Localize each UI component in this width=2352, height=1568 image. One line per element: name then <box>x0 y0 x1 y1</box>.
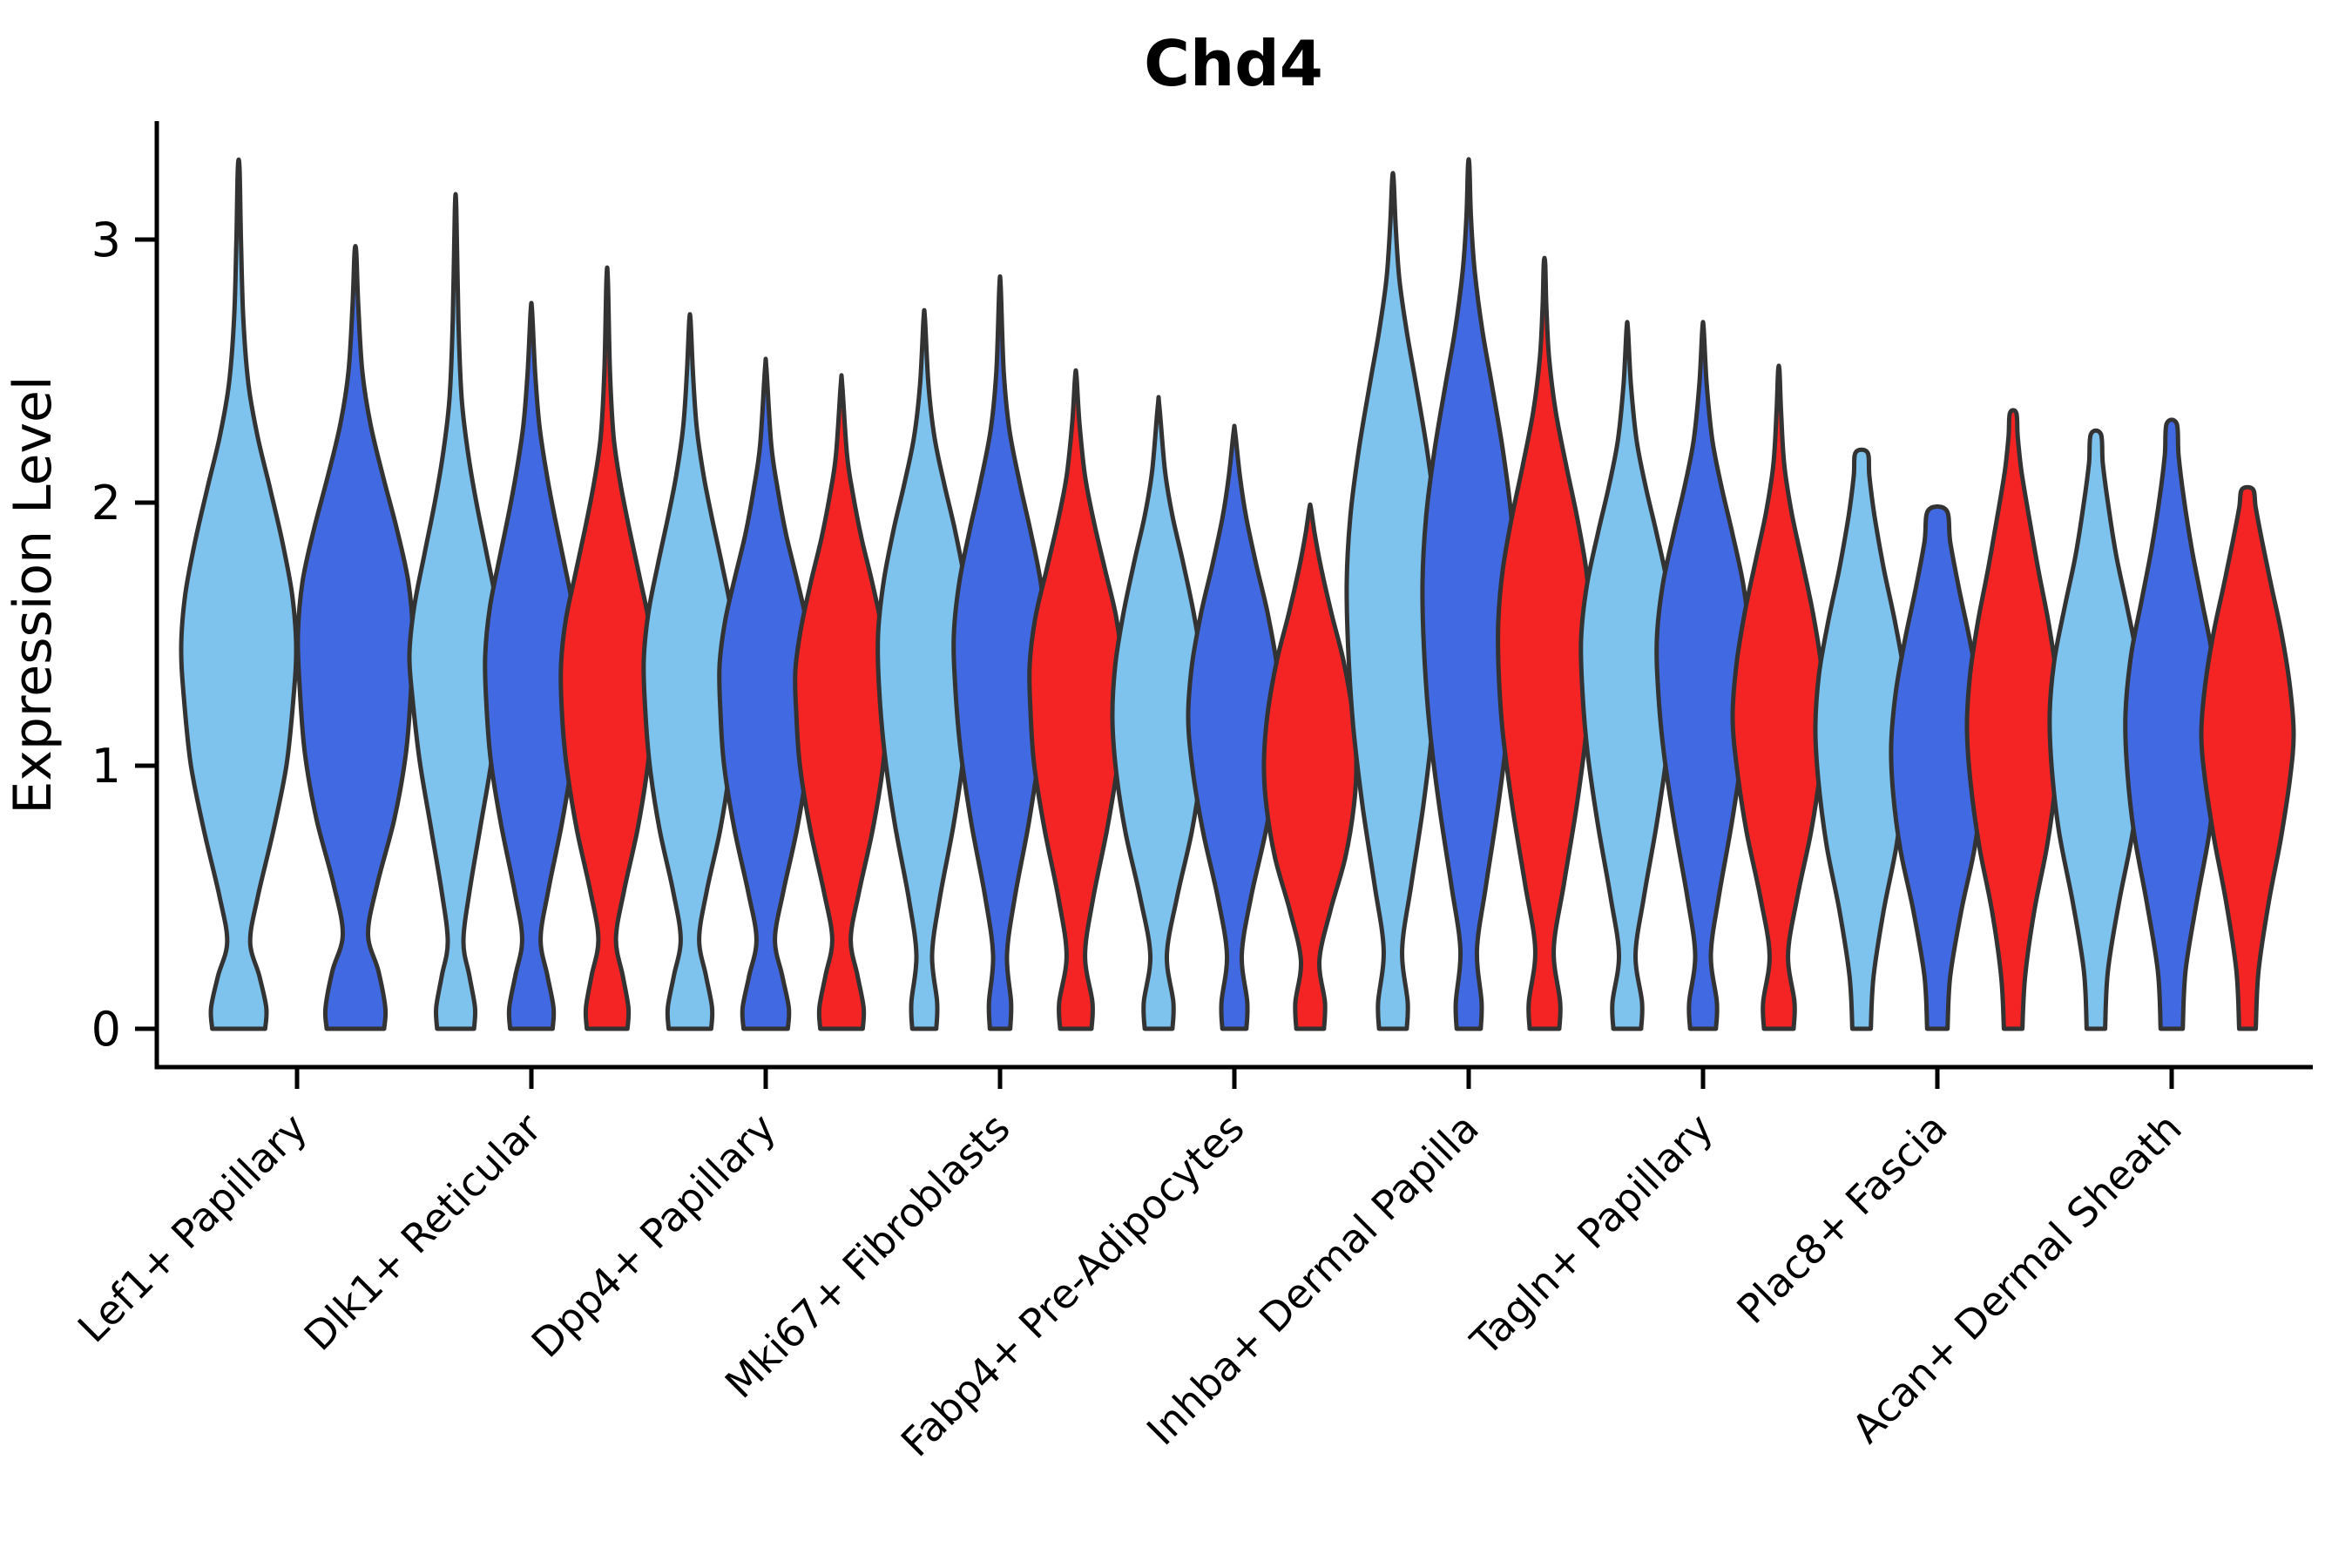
x-tick-label: Tagln+ Papillary <box>1461 1105 1722 1366</box>
violin-tagln-papillary-skyblue <box>1578 320 1676 1031</box>
violin-fabp4-pre-adipocytes-red <box>1261 502 1359 1031</box>
violin-mki67-fibroblasts-royalblue <box>951 274 1049 1031</box>
violin-dpp4-papillary-skyblue <box>641 312 739 1031</box>
violin-plac8-fascia-red <box>1964 408 2062 1031</box>
y-tick-label: 0 <box>91 1002 121 1057</box>
violin-tagln-papillary-royalblue <box>1654 320 1752 1031</box>
violin-dlk1-reticular-royalblue <box>483 301 580 1031</box>
y-tick-label: 1 <box>91 739 121 794</box>
x-tick-label: Dlk1+ Reticular <box>295 1105 551 1360</box>
violin-fabp4-pre-adipocytes-royalblue <box>1186 423 1283 1031</box>
violin-tagln-papillary-red <box>1730 363 1828 1031</box>
x-tick-label: Plac8+ Fascia <box>1727 1105 1956 1333</box>
violin-dlk1-reticular-skyblue <box>407 192 504 1031</box>
violin-lef1-papillary-skyblue <box>179 157 299 1031</box>
y-ticks: 0 1 2 3 <box>91 213 157 1057</box>
violin-fabp4-pre-adipocytes-skyblue <box>1110 395 1207 1031</box>
y-tick-label: 2 <box>91 476 121 531</box>
violin-inhba-dermal-papilla-red <box>1496 255 1593 1031</box>
violin-mki67-fibroblasts-skyblue <box>875 308 973 1031</box>
y-tick-label: 3 <box>91 213 121 267</box>
y-axis-label: Expression Level <box>3 375 64 814</box>
violin-lef1-papillary-royalblue <box>295 244 416 1031</box>
x-tick-label: Lef1+ Papillary <box>69 1105 316 1352</box>
violin-dpp4-papillary-royalblue <box>717 356 814 1031</box>
violin-dlk1-reticular-red <box>558 265 656 1031</box>
violins-layer <box>179 157 2296 1031</box>
violin-acan-dermal-sheath-red <box>2199 484 2296 1031</box>
chart-title: Chd4 <box>1144 27 1323 100</box>
x-tick-label: Dpp4+ Papillary <box>523 1105 785 1367</box>
violin-dpp4-papillary-red <box>793 373 890 1031</box>
violin-mki67-fibroblasts-red <box>1027 368 1125 1031</box>
